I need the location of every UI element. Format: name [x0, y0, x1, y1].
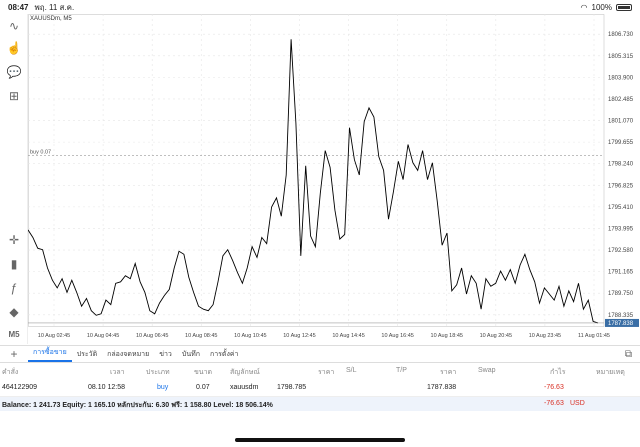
x-tick-label: 10 Aug 06:45 [136, 333, 168, 339]
x-tick-label: 10 Aug 08:45 [185, 333, 217, 339]
timeframe-button[interactable]: M5 [8, 329, 20, 339]
position-current-price: 1787.838 [427, 384, 457, 391]
x-tick-label: 10 Aug 18:45 [431, 333, 463, 339]
current-price-tag [605, 318, 639, 327]
price-chart[interactable]: 1806.730 1805.315 1803.900 1802.485 1801.070… [28, 14, 640, 344]
col-current-price: ราคา [440, 369, 457, 376]
wifi-icon: ◠ [580, 2, 588, 12]
col-price: ราคา [318, 369, 335, 376]
buy-line-label: buy 0.07 [30, 149, 51, 155]
balance-bar: Balance: 1 241.73 Equity: 1 165.10 หลักป… [0, 397, 640, 411]
y-tick-label: 1791.165 [608, 270, 634, 276]
x-tick-label: 10 Aug 23:45 [529, 333, 561, 339]
col-profit: กำไร [550, 369, 566, 376]
plot-frame [28, 14, 605, 327]
shapes-icon[interactable]: ◆ [9, 305, 19, 319]
col-time: เวลา [110, 369, 125, 376]
chat-icon[interactable]: 💬 [6, 65, 22, 79]
status-bar: 08:47 พฤ. 11 ส.ค. ◠ 100% [0, 0, 640, 14]
tilde-icon[interactable]: ∿ [8, 19, 20, 33]
col-swap: Swap [478, 367, 496, 374]
chart-symbol: XAUUSDm, M5 [30, 16, 72, 22]
col-ticket: คำสั่ง [2, 369, 19, 376]
y-tick-label: 1799.655 [608, 140, 634, 146]
tab-journal[interactable]: บันทึก [181, 350, 200, 358]
hand-up-icon[interactable]: ☝ [6, 41, 22, 55]
x-tick-label: 10 Aug 02:45 [38, 333, 70, 339]
chart-svg: 1806.730 1805.315 1803.900 1802.485 1801.070… [28, 14, 639, 339]
col-volume: ขนาด [194, 369, 213, 376]
tab-news[interactable]: ข่าว [159, 350, 172, 358]
position-symbol: xauusdm [230, 384, 259, 391]
status-right: ◠ 100% [581, 3, 632, 12]
y-tick-label: 1795.410 [608, 205, 634, 211]
y-tick-label: 1806.730 [608, 32, 634, 38]
col-symbol: สัญลักษณ์ [230, 369, 260, 376]
y-tick-label: 1803.900 [608, 75, 634, 81]
position-price: 1798.785 [277, 384, 307, 391]
home-indicator [235, 438, 405, 442]
position-time: 08.10 12:58 [88, 384, 125, 391]
table-row[interactable]: 464122909 08.10 12:58 buy 0.07 xauusdm 1… [0, 379, 640, 397]
y-tick-label: 1792.580 [608, 248, 634, 254]
status-time: 08:47 [8, 2, 29, 12]
terminal-tabs: + การซื้อขาย ประวัติ กล่องจดหมาย ข่าว บั… [0, 345, 640, 363]
candles-icon[interactable]: ▮ [10, 257, 18, 271]
x-tick-label: 10 Aug 20:45 [480, 333, 512, 339]
col-sl: S/L [346, 367, 357, 374]
tab-settings[interactable]: การตั้งค่า [209, 350, 239, 358]
y-tick-label: 1798.240 [608, 162, 634, 168]
x-tick-label: 11 Aug 01:45 [578, 333, 610, 339]
table-header: คำสั่ง เวลา ประเภท ขนาด สัญลักษณ์ ราคา S… [0, 363, 640, 379]
positions-table: คำสั่ง เวลา ประเภท ขนาด สัญลักษณ์ ราคา S… [0, 363, 640, 397]
battery-percent: 100% [591, 2, 612, 12]
price-line [28, 39, 599, 324]
x-tick-label: 10 Aug 16:45 [381, 333, 413, 339]
tab-mailbox[interactable]: กล่องจดหมาย [107, 350, 150, 358]
profit-currency: USD [570, 400, 585, 407]
y-tick-label: 1801.070 [608, 119, 634, 125]
window-layout-icon[interactable]: ⧉ [624, 348, 632, 360]
y-tick-label: 1796.825 [608, 183, 634, 189]
col-type: ประเภท [146, 369, 170, 376]
x-tick-label: 10 Aug 10:45 [234, 333, 266, 339]
col-comment: หมายเหตุ [596, 369, 625, 376]
y-tick-label: 1788.335 [608, 313, 634, 319]
add-icon[interactable]: + [10, 347, 18, 361]
battery-icon [616, 3, 632, 11]
y-tick-label: 1802.485 [608, 97, 634, 103]
y-tick-label: 1789.750 [608, 291, 634, 297]
current-price-label: 1787.838 [608, 321, 634, 327]
balance-summary: Balance: 1 241.73 Equity: 1 165.10 หลักป… [2, 402, 273, 409]
total-profit: -76.63 [544, 400, 564, 407]
y-tick-label: 1793.995 [608, 226, 634, 232]
position-ticket: 464122909 [2, 384, 38, 391]
crosshair-icon[interactable]: ✛ [8, 233, 20, 247]
chart-toolbar: ∿ ☝ 💬 ⊞ ✛ ▮ ƒ ◆ M5 [0, 14, 28, 344]
status-date: พฤ. 11 ส.ค. [34, 2, 75, 12]
add-document-icon[interactable]: ⊞ [8, 89, 20, 103]
col-tp: T/P [396, 367, 407, 374]
tab-trade[interactable]: การซื้อขาย [28, 347, 72, 362]
x-tick-label: 10 Aug 14:45 [332, 333, 364, 339]
function-icon[interactable]: ƒ [10, 281, 18, 295]
tab-history[interactable]: ประวัติ [76, 350, 98, 358]
position-volume: 0.07 [196, 384, 210, 391]
x-tick-label: 10 Aug 12:45 [283, 333, 315, 339]
position-type: buy [157, 384, 169, 391]
position-profit: -76.63 [544, 384, 564, 391]
x-tick-label: 10 Aug 04:45 [87, 333, 119, 339]
y-tick-label: 1805.315 [608, 54, 634, 60]
